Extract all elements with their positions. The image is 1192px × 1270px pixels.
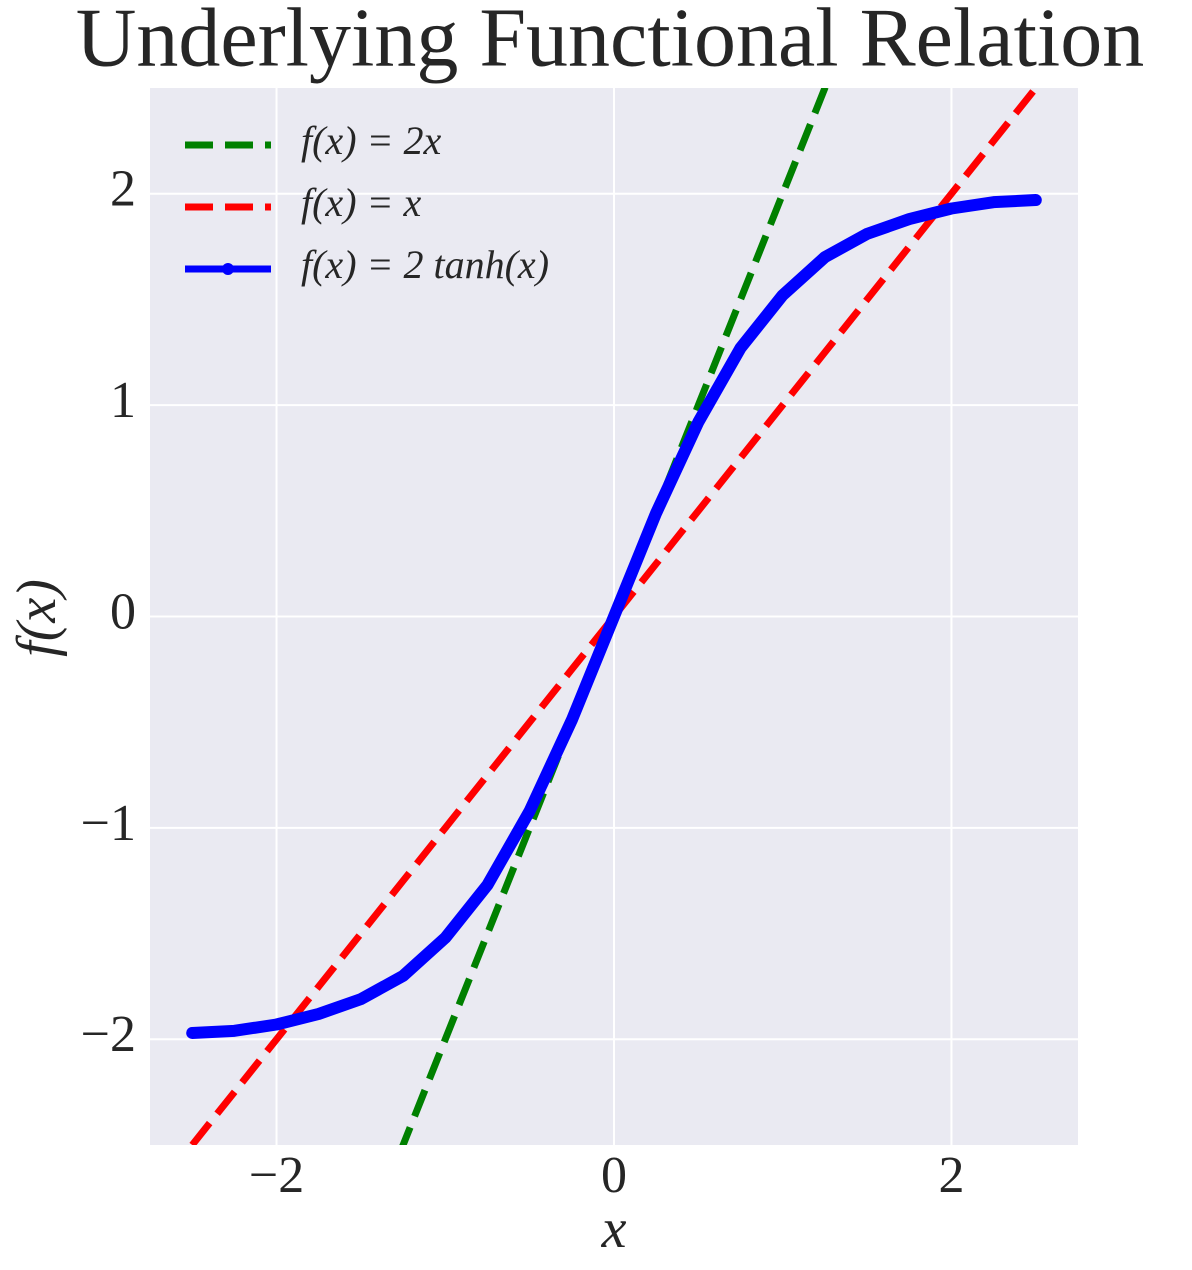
chart-title: Underlying Functional Relation [76,0,1145,84]
legend-marker [222,263,234,275]
lines [186,88,1042,1145]
y-tick-label: 0 [110,583,136,640]
series-line [189,88,1039,1145]
y-tick-label: 2 [110,161,136,218]
legend: f(x) = 2x f(x) = x f(x) = 2 tanh(x) [185,118,549,287]
x-tick-label: 0 [601,1147,627,1204]
x-tick-label: −2 [249,1147,304,1204]
legend-label: f(x) = 2 tanh(x) [301,242,549,287]
y-tick-label: 1 [110,372,136,429]
y-axis-label: f(x) [6,579,68,657]
x-axis-label: x [601,1198,627,1260]
y-tick-label: −1 [81,795,136,852]
legend-label: f(x) = x [301,180,422,225]
x-tick-label: 2 [938,1147,964,1204]
series-line [186,194,1042,1039]
y-tick-label: −2 [81,1006,136,1063]
legend-label: f(x) = 2x [301,118,442,163]
